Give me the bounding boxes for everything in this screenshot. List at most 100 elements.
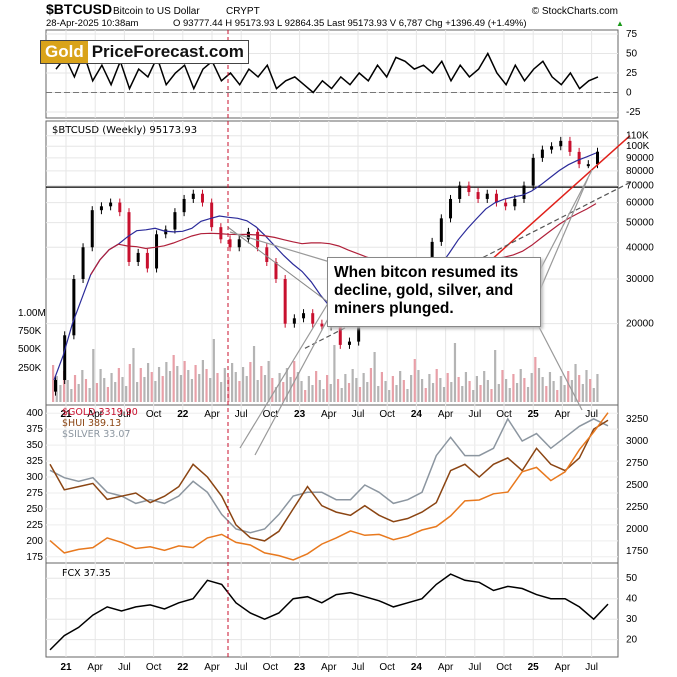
candle-body: [72, 278, 76, 336]
volume-bar: [168, 371, 172, 402]
volume-bar: [336, 379, 340, 402]
candle-body: [302, 313, 306, 319]
volume-bar: [136, 382, 139, 402]
volume-bar: [245, 376, 248, 402]
candle-body: [228, 239, 232, 248]
volume-bar: [479, 385, 482, 402]
price-x-tick: Jul: [585, 409, 598, 420]
volume-bar: [592, 388, 595, 402]
volume-bar: [351, 369, 354, 402]
volume-bar: [395, 385, 398, 402]
volume-bar: [88, 388, 91, 402]
price-y-tick: 30000: [626, 274, 654, 285]
volume-bar: [209, 378, 212, 402]
osc-y-tick: 50: [626, 49, 638, 60]
volume-bar: [428, 374, 431, 402]
candle-body: [127, 212, 131, 262]
chart-symbol-name: Bitcoin to US Dollar: [113, 6, 200, 17]
decline-trend-line: [227, 226, 331, 304]
fcx-x-tick: Oct: [263, 662, 279, 673]
metals-y-tick-left: 400: [26, 408, 43, 419]
volume-bar: [194, 365, 197, 402]
candle-body: [540, 149, 544, 158]
fcx-x-tick: Oct: [379, 662, 395, 673]
candle-body: [586, 164, 590, 167]
volume-y-tick: 250K: [18, 363, 42, 374]
volume-bar: [384, 381, 387, 402]
volume-bar: [483, 371, 486, 402]
metals-series: [49, 412, 609, 561]
price-y-tick: 70000: [626, 181, 654, 192]
volume-bar: [62, 371, 66, 402]
candle-body: [256, 231, 260, 248]
volume-bar: [121, 377, 124, 402]
fcx-x-tick: 22: [177, 662, 189, 673]
volume-bar: [501, 370, 504, 402]
fcx-y-tick: 30: [626, 614, 638, 625]
volume-bar: [589, 379, 592, 402]
volume-bar: [220, 382, 223, 402]
price-y-tick: 80000: [626, 166, 654, 177]
price-x-tick: Apr: [204, 409, 220, 420]
volume-bar: [307, 376, 310, 402]
price-y-tick: 60000: [626, 198, 654, 209]
price-x-tick: Jul: [235, 409, 248, 420]
volume-bar: [81, 370, 84, 402]
candle-body: [136, 252, 140, 262]
volume-bar: [92, 349, 95, 402]
candle-body: [118, 202, 122, 213]
volume-bar: [457, 377, 460, 402]
metals-y-tick-right: 2500: [626, 480, 649, 491]
volume-bar: [461, 386, 464, 402]
volume-bar: [212, 339, 215, 402]
volume-bar: [424, 388, 427, 402]
logo-site-name: PriceForecast.com: [91, 42, 244, 61]
volume-bar: [559, 376, 563, 402]
volume-bar: [377, 386, 380, 402]
candle-body: [200, 193, 204, 203]
volume-bar: [578, 375, 581, 402]
volume-y-tick: 500K: [18, 344, 42, 355]
fcx-x-tick: Apr: [204, 662, 220, 673]
candle-body: [311, 313, 315, 324]
volume-bar: [420, 379, 424, 402]
volume-bar: [278, 373, 281, 402]
candle-body: [145, 252, 149, 269]
fcx-x-tick: Apr: [321, 662, 337, 673]
fcx-x-tick: Jul: [585, 662, 598, 673]
logo-gold-word: Gold: [41, 41, 88, 63]
candle-body: [467, 185, 471, 193]
candle-body: [109, 202, 113, 207]
volume-bar: [508, 388, 511, 402]
volume-bar: [66, 380, 69, 402]
oscillator-line: [55, 51, 599, 94]
fcx-legend: FCX 37.35: [62, 568, 111, 579]
price-x-tick: Oct: [146, 409, 162, 420]
volume-bar: [143, 377, 146, 402]
volume-bar: [391, 376, 394, 402]
volume-bar: [318, 380, 321, 402]
volume-bar: [198, 374, 201, 402]
metals-y-tick-left: 200: [26, 536, 43, 547]
volume-bar: [296, 372, 299, 402]
metals-y-tick-right: 3000: [626, 436, 649, 447]
candle-body: [559, 140, 563, 147]
volume-bar: [472, 390, 475, 402]
volume-bar: [187, 370, 190, 402]
volume-bar: [413, 359, 416, 402]
fcx-panel: [45, 562, 619, 658]
price-x-tick: 23: [294, 409, 306, 420]
volume-bar: [519, 369, 522, 402]
candle-body: [550, 146, 554, 150]
candle-body: [513, 198, 517, 207]
volume-bar: [231, 363, 234, 402]
volume-bar: [534, 357, 537, 402]
candle-body: [81, 247, 85, 279]
volume-bar: [450, 382, 453, 402]
volume-bar: [548, 372, 552, 402]
metals-y-tick-right: 1750: [626, 546, 649, 557]
volume-bar: [453, 343, 457, 402]
fcx-x-tick: Apr: [555, 662, 571, 673]
volume-bar: [406, 389, 409, 402]
